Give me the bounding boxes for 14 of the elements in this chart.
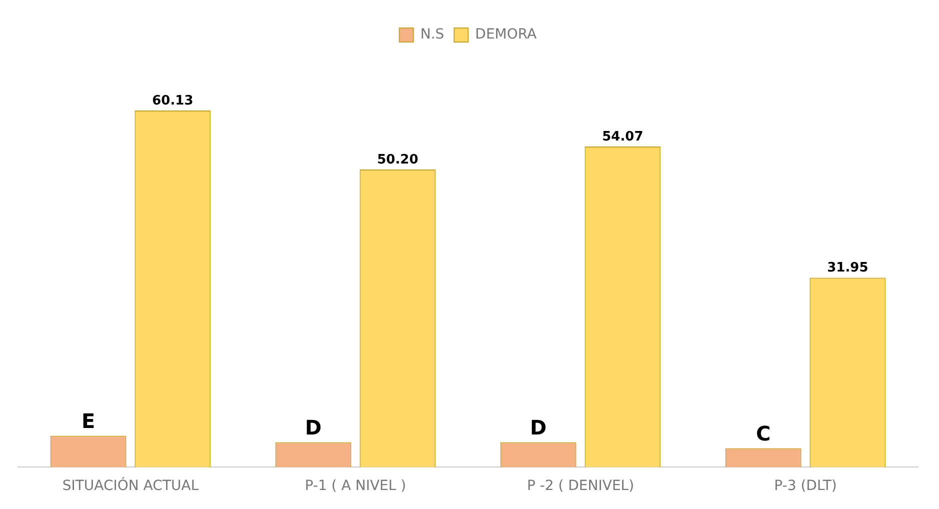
legend-label: N.S — [420, 26, 444, 43]
data-label: 50.20 — [377, 152, 418, 168]
x-tick-label: P -2 ( DENIVEL) — [526, 478, 634, 494]
data-label: D — [530, 415, 547, 440]
data-label: E — [81, 408, 96, 433]
data-label: D — [305, 415, 322, 440]
data-label: 60.13 — [152, 93, 194, 108]
x-tick-label: P-1 ( A NIVEL ) — [304, 478, 406, 494]
legend-label: DEMORA — [475, 26, 538, 43]
data-label: 31.95 — [827, 260, 868, 276]
data-label: C — [756, 421, 771, 446]
x-tick-label: P-3 (DLT) — [774, 478, 837, 494]
x-tick-label: SITUACIÓN ACTUAL — [62, 477, 199, 494]
data-label: 54.07 — [602, 129, 644, 144]
